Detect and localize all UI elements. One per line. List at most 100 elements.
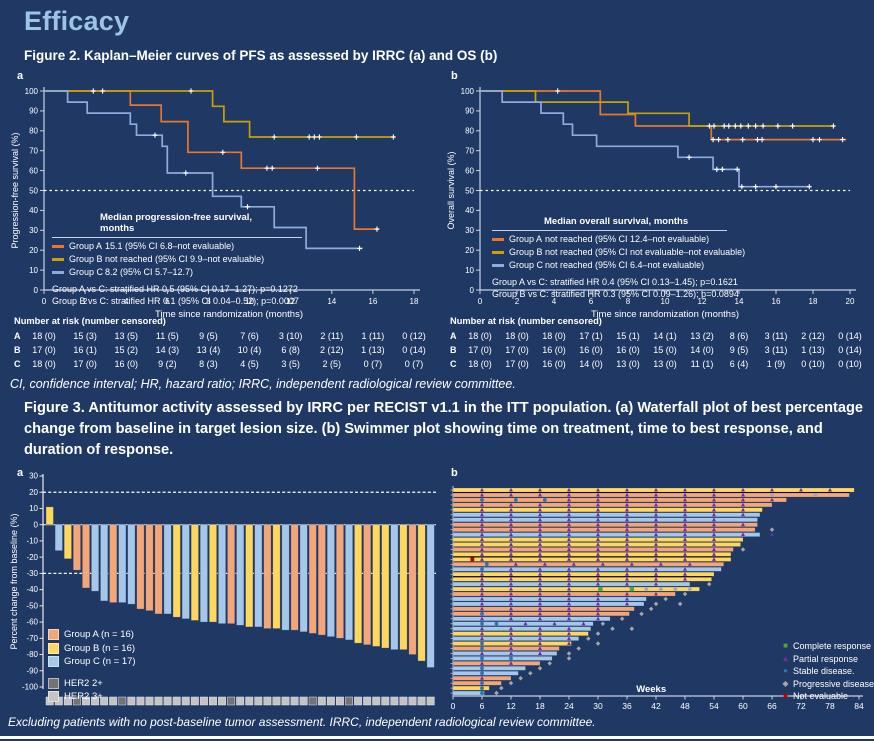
marker-partial-response: [596, 497, 600, 502]
marker-partial-response: [538, 522, 542, 527]
marker-partial-response: [538, 542, 542, 547]
marker-partial-response: [509, 547, 513, 551]
y-tick-label: -70: [26, 634, 38, 643]
y-tick-labels: 0 10 20 30 40 50 60 70 80 90 100: [25, 87, 44, 295]
marker-partial-response: [480, 572, 484, 576]
stable-disease-label: Stable disease.: [793, 666, 855, 676]
x-tick-label: 18: [535, 701, 545, 711]
marker-partial-response: [625, 576, 629, 581]
waterfall-bar: [145, 524, 154, 612]
her2-square: [145, 696, 154, 706]
marker-partial-response: [538, 527, 542, 532]
marker-partial-response: [509, 596, 513, 601]
marker-partial-response: [552, 621, 557, 626]
y-tick-label: 40: [465, 206, 474, 215]
swimmer-legend: ■ Complete response ▲ Partial response ●…: [780, 640, 874, 703]
marker-partial-response: [567, 601, 571, 606]
censor-marks-group-b: [90, 88, 396, 140]
marker-progressive-disease: [518, 675, 523, 681]
marker-partial-response: [567, 517, 571, 522]
marker-partial-response: [480, 487, 484, 492]
marker-partial-response: [625, 497, 629, 502]
x-tick-label: 2: [83, 297, 88, 306]
waterfall-bar: [236, 524, 245, 626]
marker-partial-response: [683, 517, 687, 522]
group-a-name: Group A: [509, 234, 543, 244]
marker-partial-response: [596, 487, 600, 492]
her2-square: [91, 696, 100, 706]
marker-partial-response: [567, 552, 571, 556]
swimmer-bar: [452, 690, 485, 696]
waterfall-bar: [281, 524, 290, 631]
marker-partial-response: [567, 502, 571, 507]
marker-partial-response: [625, 507, 629, 512]
swimmer-bar: [452, 591, 676, 597]
swimmer-bar: [452, 571, 715, 577]
marker-progressive-disease: [648, 606, 654, 612]
marker-partial-response: [581, 621, 586, 626]
marker-partial-response: [654, 492, 658, 497]
waterfall-bar: [272, 524, 281, 629]
figure2-caption: Figure 2. Kaplan–Meier curves of PFS as …: [24, 48, 498, 63]
y-tick-label: 90: [29, 107, 38, 116]
risk-cell: 16 (0): [616, 345, 640, 355]
risk-cell: 0 (14): [402, 345, 426, 355]
risk-cell: 8 (6): [729, 331, 749, 341]
marker-partial-response: [770, 497, 774, 502]
risk-cell: 14 (1): [653, 331, 677, 341]
swimmer-bar: [452, 567, 722, 572]
x-tick-label: 84: [854, 701, 864, 711]
marker-partial-response: [596, 557, 600, 561]
x-tick-label: 24: [564, 701, 574, 711]
swimmer-lanes: [452, 487, 855, 696]
marker-partial-response: [509, 572, 513, 576]
marker-partial-response: [567, 527, 571, 532]
risk-cell: 3 (11): [764, 331, 788, 341]
group-a-swatch: [48, 629, 59, 641]
marker-partial-response: [625, 542, 629, 547]
marker-progressive-disease: [769, 527, 775, 532]
censor-marks-group-b: [707, 123, 836, 129]
risk-row-label: A: [450, 331, 457, 341]
y-axis-title: Percent change from baseline (%): [9, 513, 19, 649]
her2-square: [82, 696, 90, 706]
not-evaluable-marker-icon: ■: [783, 691, 788, 700]
y-tick-label: -10: [26, 537, 38, 546]
waterfall-bar: [100, 524, 109, 602]
risk-table-header: Number at risk (number censored): [14, 316, 166, 326]
marker-partial-response: [683, 527, 687, 532]
her2-square: [426, 696, 435, 706]
waterfall-bar: [326, 524, 335, 637]
waterfall-bar: [109, 524, 118, 603]
group-c-name: Group C: [69, 267, 104, 277]
marker-partial-response: [828, 487, 832, 492]
risk-cell: 2 (12): [801, 331, 825, 341]
marker-partial-response: [596, 581, 600, 586]
marker-stable-disease: [480, 666, 484, 671]
x-tick-label: 18: [809, 297, 818, 306]
risk-cell: 14 (0): [690, 345, 714, 355]
marker-progressive-disease: [528, 671, 533, 676]
risk-cell: 3 (5): [281, 359, 300, 369]
y-tick-label: 70: [29, 147, 38, 156]
marker-stable-disease: [542, 498, 547, 502]
group-a-median: not reached (95% CI 12.4–not evaluable): [545, 234, 710, 244]
x-tick-label: 30: [593, 701, 603, 711]
her2-square: [209, 696, 217, 706]
marker-stable-disease: [480, 656, 484, 661]
her2-square: [245, 696, 254, 706]
risk-cell: 1 (13): [801, 345, 825, 355]
marker-partial-response: [480, 596, 484, 601]
x-tick-label: 2: [515, 297, 520, 306]
marker-partial-response: [509, 507, 513, 512]
waterfall-bar: [218, 524, 227, 624]
marker-partial-response: [509, 557, 513, 561]
marker-stable-disease: [480, 691, 484, 695]
group-a-line-swatch: [492, 238, 504, 241]
marker-partial-response: [741, 512, 745, 517]
risk-cell: 16 (0): [579, 345, 603, 355]
marker-partial-response: [480, 522, 484, 527]
waterfall-bar: [127, 524, 136, 605]
marker-stable-disease: [480, 611, 484, 616]
marker-partial-response: [538, 547, 542, 551]
